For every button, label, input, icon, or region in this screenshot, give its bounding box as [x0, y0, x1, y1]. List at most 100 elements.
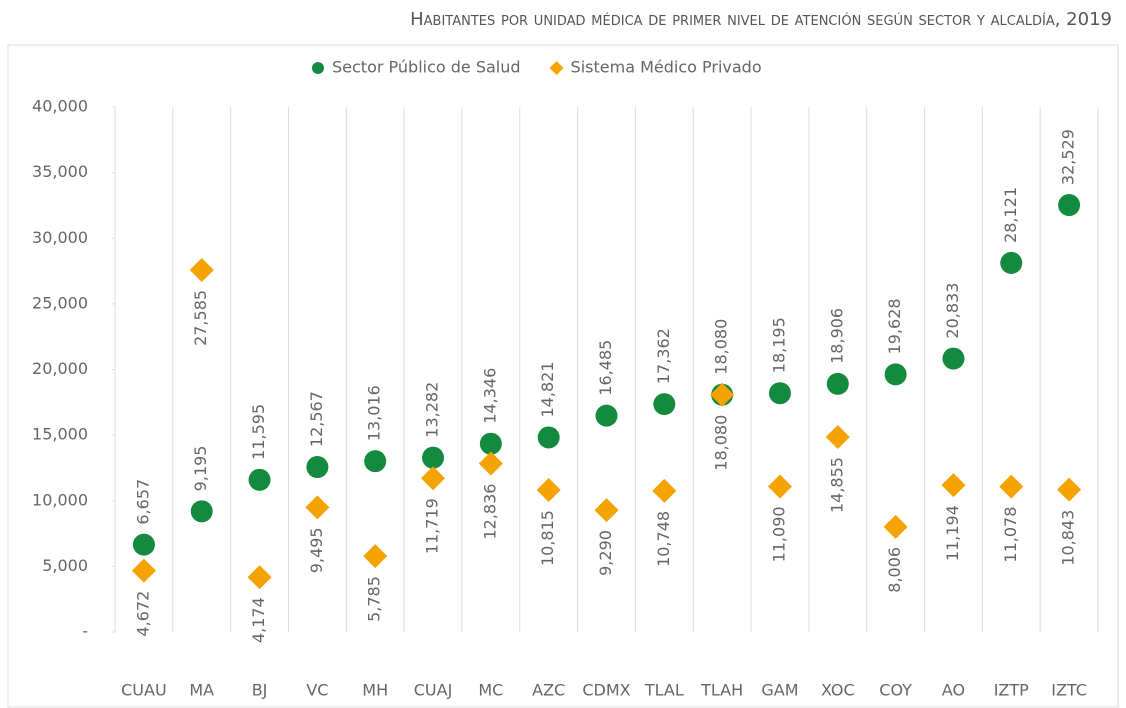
point — [478, 451, 503, 476]
point — [421, 466, 446, 491]
point — [653, 393, 676, 416]
point — [767, 474, 792, 499]
x-tick-label: XOC — [821, 681, 855, 700]
data-label: 18,906 — [827, 308, 846, 364]
point — [826, 372, 849, 395]
point — [189, 257, 214, 282]
data-label: 5,785 — [365, 576, 384, 622]
y-tick-label: 40,000 — [32, 97, 88, 116]
data-label: 11,194 — [943, 505, 962, 561]
x-tick-label: MC — [478, 681, 503, 700]
point — [768, 382, 791, 405]
x-tick-label: AZC — [532, 681, 565, 700]
x-tick-label: CDMX — [582, 681, 630, 700]
legend-label: Sistema Médico Privado — [571, 58, 762, 77]
y-tick-label: 15,000 — [32, 425, 88, 444]
data-label: 11,595 — [249, 404, 268, 460]
legend-marker — [312, 62, 324, 74]
data-label: 14,346 — [480, 368, 499, 424]
x-tick-label: TLAL — [644, 681, 684, 700]
point — [1000, 251, 1023, 274]
point — [364, 450, 387, 473]
data-label: 4,672 — [133, 591, 152, 637]
x-tick-label: CUAJ — [414, 681, 453, 700]
x-tick-label: GAM — [761, 681, 798, 700]
data-label: 18,080 — [712, 415, 731, 471]
point — [479, 432, 502, 455]
data-label: 20,833 — [943, 283, 962, 339]
x-tick-label: MA — [189, 681, 214, 700]
point — [942, 347, 965, 370]
point — [883, 514, 908, 539]
point — [999, 474, 1024, 499]
y-tick-label: 25,000 — [32, 293, 88, 312]
y-tick-label: 30,000 — [32, 228, 88, 247]
data-label: 16,485 — [596, 340, 615, 396]
data-label: 9,495 — [307, 527, 326, 573]
data-label: 32,529 — [1059, 129, 1078, 185]
point — [247, 565, 272, 590]
point — [306, 456, 329, 479]
data-label: 11,090 — [769, 506, 788, 562]
point — [422, 446, 445, 469]
data-label: 10,843 — [1059, 510, 1078, 566]
data-label: 10,815 — [538, 510, 557, 566]
data-label: 17,362 — [654, 328, 673, 384]
data-label: 28,121 — [1001, 187, 1020, 243]
point — [305, 495, 330, 520]
point — [536, 478, 561, 503]
x-tick-label: AO — [942, 681, 965, 700]
point — [825, 425, 850, 450]
chart-title: Habitantes por unidad médica de primer n… — [410, 9, 1112, 30]
data-label: 13,282 — [423, 382, 442, 438]
x-tick-label: COY — [879, 681, 912, 700]
y-tick-label: 20,000 — [32, 359, 88, 378]
point — [594, 498, 619, 523]
point — [652, 478, 677, 503]
x-tick-label: IZTP — [994, 681, 1029, 700]
data-label: 10,748 — [654, 511, 673, 567]
data-label: 19,628 — [885, 298, 904, 354]
point — [884, 363, 907, 386]
legend-marker — [549, 61, 564, 75]
point — [1057, 477, 1082, 502]
x-tick-label: IZTC — [1051, 681, 1087, 700]
point — [1058, 194, 1081, 217]
data-label: 9,195 — [191, 446, 210, 492]
data-label: 4,174 — [249, 597, 268, 643]
point — [132, 533, 155, 556]
y-tick-label: 5,000 — [42, 556, 88, 575]
point — [537, 426, 560, 449]
y-tick-label: 10,000 — [32, 490, 88, 509]
data-label: 8,006 — [885, 547, 904, 593]
x-tick-label: VC — [306, 681, 328, 700]
y-tick-label: 35,000 — [32, 162, 88, 181]
data-label: 9,290 — [596, 530, 615, 576]
data-label: 18,080 — [712, 319, 731, 375]
point — [131, 558, 156, 583]
x-tick-label: MH — [362, 681, 388, 700]
x-tick-label: CUAU — [121, 681, 167, 700]
x-tick-label: BJ — [252, 681, 268, 700]
y-tick-label: - — [82, 622, 88, 641]
data-label: 13,016 — [365, 385, 384, 441]
chart-frame — [7, 44, 1119, 708]
point — [190, 500, 213, 523]
data-label: 11,719 — [423, 498, 442, 554]
point — [363, 544, 388, 569]
point — [595, 404, 618, 427]
point — [248, 468, 271, 491]
data-label: 12,836 — [480, 484, 499, 540]
data-label: 14,855 — [827, 457, 846, 513]
data-label: 18,195 — [769, 317, 788, 373]
point — [710, 382, 735, 407]
data-label: 27,585 — [191, 290, 210, 346]
data-label: 6,657 — [133, 479, 152, 525]
data-label: 12,567 — [307, 391, 326, 447]
data-label: 14,821 — [538, 361, 557, 417]
point — [941, 473, 966, 498]
x-tick-label: TLAH — [700, 681, 743, 700]
legend-label: Sector Público de Salud — [332, 58, 521, 77]
data-label: 11,078 — [1001, 507, 1020, 563]
